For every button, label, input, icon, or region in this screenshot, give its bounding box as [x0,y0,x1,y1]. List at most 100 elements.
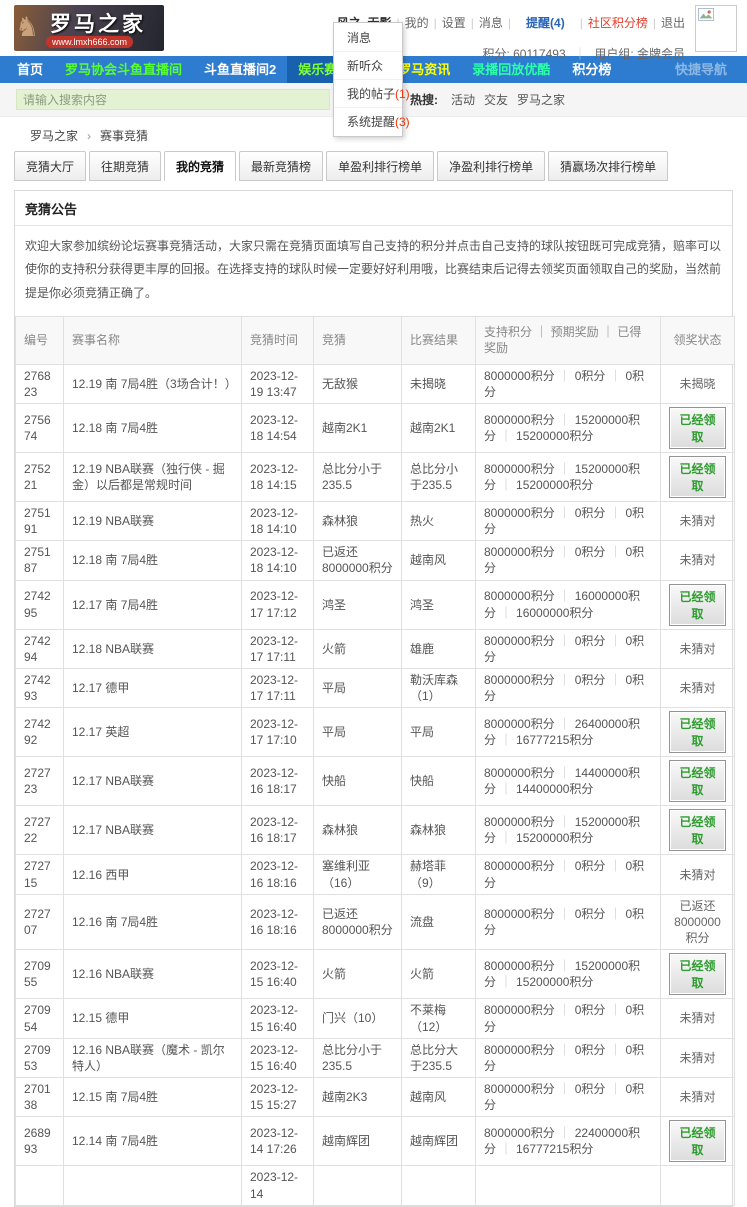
status-text: 未猜对 [679,641,716,656]
separator: ｜ [558,1042,571,1057]
tab-2[interactable]: 我的竞猜 [164,151,237,181]
points-value-1: 0积分 [574,633,606,648]
cell-claim-status [660,1165,735,1206]
status-text: 未猜对 [679,1090,716,1105]
separator: ｜ [500,831,513,846]
points-value-2: 15200000积分 [516,477,594,492]
cell-claim-status: 已经领取 [660,451,735,502]
cell-bet-time: 2023-12-15 16:40 [241,949,314,1000]
cell-claim-status: 未猜对 [660,854,735,895]
claim-button[interactable]: 已经领取 [669,583,726,626]
cell-event-name [63,1165,242,1206]
tab-3[interactable]: 最新竞猜榜 [239,151,324,181]
column-header-4: 比赛结果 [401,316,476,365]
separator: | [579,16,583,30]
separator: | [652,16,656,30]
cell-result: 不莱梅（12） [401,998,476,1039]
cell-event-name: 12.16 NBA联赛 [63,949,242,1000]
cell-bet-time: 2023-12-16 18:16 [241,854,314,895]
tab-0[interactable]: 竞猜大厅 [14,151,87,181]
user-link-red-5[interactable]: 社区积分榜 [587,16,648,30]
cell-id: 274292 [15,707,64,758]
tab-5[interactable]: 净盈利排行榜单 [437,151,546,181]
cell-bet: 总比分小于235.5 [313,1037,402,1079]
notice-text: 欢迎大家参加缤纷论坛赛事竞猜活动，大家只需在竞猜页面填写自己支持的积分并点击自己… [25,239,722,300]
claim-button[interactable]: 已经领取 [669,406,726,449]
tab-6[interactable]: 猜赢场次排行榜单 [548,151,669,181]
hot-search: 热搜: 活动 交友 罗马之家 [410,91,565,108]
points-value-0: 8000000积分 [484,505,555,520]
separator: ｜ [573,47,586,62]
breadcrumb-home[interactable]: 罗马之家 [30,129,79,143]
user-link-plain-3[interactable]: 消息 [478,16,503,30]
user-link-plain-2[interactable]: 设置 [441,16,466,30]
table-row: 275191 12.19 NBA联赛 2023-12-18 14:10 森林狼 热火 80… [15,500,735,542]
column-header-6: 领奖状态 [660,316,735,365]
points-value-2: 0积分 [484,368,645,399]
points-value-0: 8000000积分 [484,673,555,688]
cell-bet: 已返还8000000积分 [313,893,402,951]
cell-result: 越南风 [401,1077,476,1118]
nav-item-6[interactable]: 积分榜 [572,62,612,77]
nav-item-0[interactable]: 首页 [17,62,44,77]
cell-bet: 森林狼 [313,500,402,542]
user-link-plain-1[interactable]: 我的 [404,16,429,30]
cell-bet-time: 2023-12-16 18:17 [241,756,314,807]
points-value-0: 8000000积分 [484,1082,555,1097]
nav-item-5[interactable]: 录播回放优酷 [472,62,551,77]
dropdown-item-3[interactable]: 系统提醒(3) [334,107,410,135]
separator: ｜ [500,782,513,797]
separator: ｜ [558,1126,571,1141]
claim-button[interactable]: 已经领取 [669,953,726,996]
breadcrumb-separator-icon: › [87,129,92,143]
dropdown-item-2[interactable]: 我的帖子(1) [334,79,410,107]
user-link-notice-4[interactable]: 提醒(4) [526,16,565,30]
dropdown-item-1[interactable]: 新听众 [334,51,402,79]
points-value-1: 0积分 [574,859,606,874]
cell-result: 平局 [401,707,476,758]
points-value-0: 8000000积分 [484,1042,555,1057]
status-text: 未揭晓 [679,376,716,391]
separator: ｜ [609,859,622,874]
cell-bet: 越南2K3 [313,1077,402,1118]
claim-button[interactable]: 已经领取 [669,809,726,852]
hot-search-link-1[interactable]: 交友 [484,93,509,107]
claim-button[interactable]: 已经领取 [669,760,726,803]
status-text: 未猜对 [679,553,716,568]
cell-points: 8000000积分｜ 16000000积分｜ 16000000积分 [475,579,661,630]
cell-bet: 平局 [313,707,402,758]
notification-dropdown: 消息新听众 我的帖子(1) 系统提醒(3) [333,22,410,137]
hot-search-link-2[interactable]: 罗马之家 [517,93,566,107]
quick-nav-link[interactable]: 快捷导航 [674,62,727,77]
nav-item-1[interactable]: 罗马协会斗鱼直播间 [65,62,183,77]
points-value-2: 0积分 [484,633,645,664]
avatar[interactable] [695,5,737,52]
search-input[interactable] [16,89,330,110]
status-text: 未猜对 [679,681,716,696]
tab-1[interactable]: 往期竞猜 [89,151,162,181]
user-stats: 积分: 60117493 ｜ 用户组: 金牌会员 [337,45,685,62]
user-link-plain-6[interactable]: 退出 [660,16,685,30]
cell-bet-time: 2023-12-15 16:40 [241,1037,314,1079]
cell-bet: 火箭 [313,628,402,670]
breadcrumb: 罗马之家 › 赛事竞猜 [30,127,747,144]
site-logo[interactable]: ♞ 罗马之家 www.lmxh666.com [14,5,164,51]
claim-button[interactable]: 已经领取 [669,1120,726,1163]
table-row: 272707 12.16 南 7局4胜 2023-12-16 18:16 已返还800… [15,893,735,951]
cell-event-name: 12.19 NBA联赛（独行侠 - 掘金）以后都是常规时间 [63,451,242,502]
cell-id: 274295 [15,579,64,630]
nav-item-2[interactable]: 斗鱼直播间2 [204,62,277,77]
hot-search-link-0[interactable]: 活动 [451,93,476,107]
cell-bet-time: 2023-12-16 18:17 [241,805,314,856]
table-row: 275674 12.18 南 7局4胜 2023-12-18 14:54 越南2K1 越… [15,402,735,453]
claim-button[interactable]: 已经领取 [669,455,726,498]
dropdown-item-0[interactable]: 消息 [347,31,372,45]
table-row: 274294 12.18 NBA联赛 2023-12-17 17:11 火箭 雄鹿 800… [15,628,735,670]
claim-button[interactable]: 已经领取 [669,711,726,754]
cell-claim-status: 未猜对 [660,1077,735,1118]
nav-item-4[interactable]: 罗马资讯 [398,62,451,77]
points-value-0: 8000000积分 [484,959,555,974]
points-value-0: 8000000积分 [484,906,555,921]
cell-event-name: 12.17 NBA联赛 [63,756,242,807]
tab-4[interactable]: 单盈利排行榜单 [326,151,435,181]
